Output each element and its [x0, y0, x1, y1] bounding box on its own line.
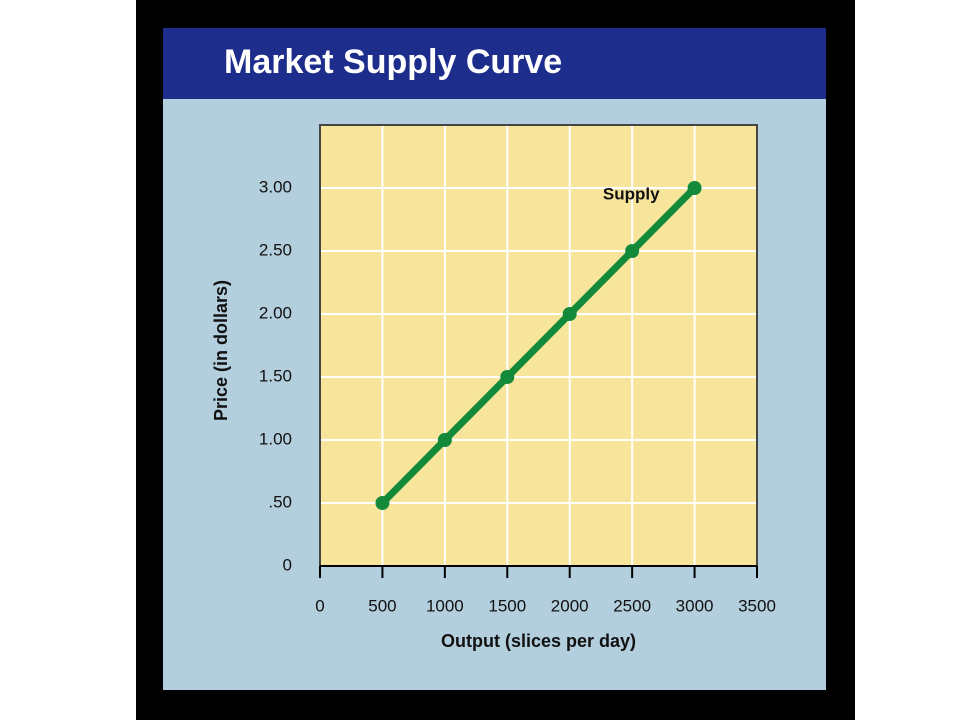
title-bar [163, 28, 826, 99]
series-line [379, 185, 698, 506]
point [375, 496, 390, 510]
plot-border [319, 124, 758, 566]
x-tick-label: 3000 [676, 596, 714, 615]
chart-title: Market Supply Curve [224, 43, 562, 81]
y-tick-label: .50 [268, 492, 292, 511]
x-tick-label: 500 [368, 596, 396, 615]
point [562, 307, 577, 321]
y-tick-label: 2.00 [259, 303, 292, 322]
x-tick-label: 1000 [426, 596, 464, 615]
x-tick-label: 2000 [551, 596, 589, 615]
plot: 0 500 1000 1500 2000 2500 3000 3500 0 .50 1.00 1.50… [211, 124, 776, 651]
x-tick-label: 0 [315, 596, 324, 615]
x-axis-title: Output (slices per day) [441, 631, 636, 651]
y-tick-label: 1.50 [259, 366, 292, 385]
y-tick-label: 1.00 [259, 429, 292, 448]
x-tick-label: 2500 [613, 596, 651, 615]
y-axis-title: Price (in dollars) [211, 280, 231, 421]
y-tick-label: 0 [283, 555, 292, 574]
x-tick-label: 3500 [738, 596, 776, 615]
point [687, 181, 702, 195]
point [500, 370, 515, 384]
y-tick-label: 3.00 [259, 177, 292, 196]
x-tick-label: 1500 [488, 596, 526, 615]
point [625, 244, 640, 258]
series-label: Supply [603, 184, 660, 203]
y-tick-label: 2.50 [259, 240, 292, 259]
point [437, 433, 452, 447]
